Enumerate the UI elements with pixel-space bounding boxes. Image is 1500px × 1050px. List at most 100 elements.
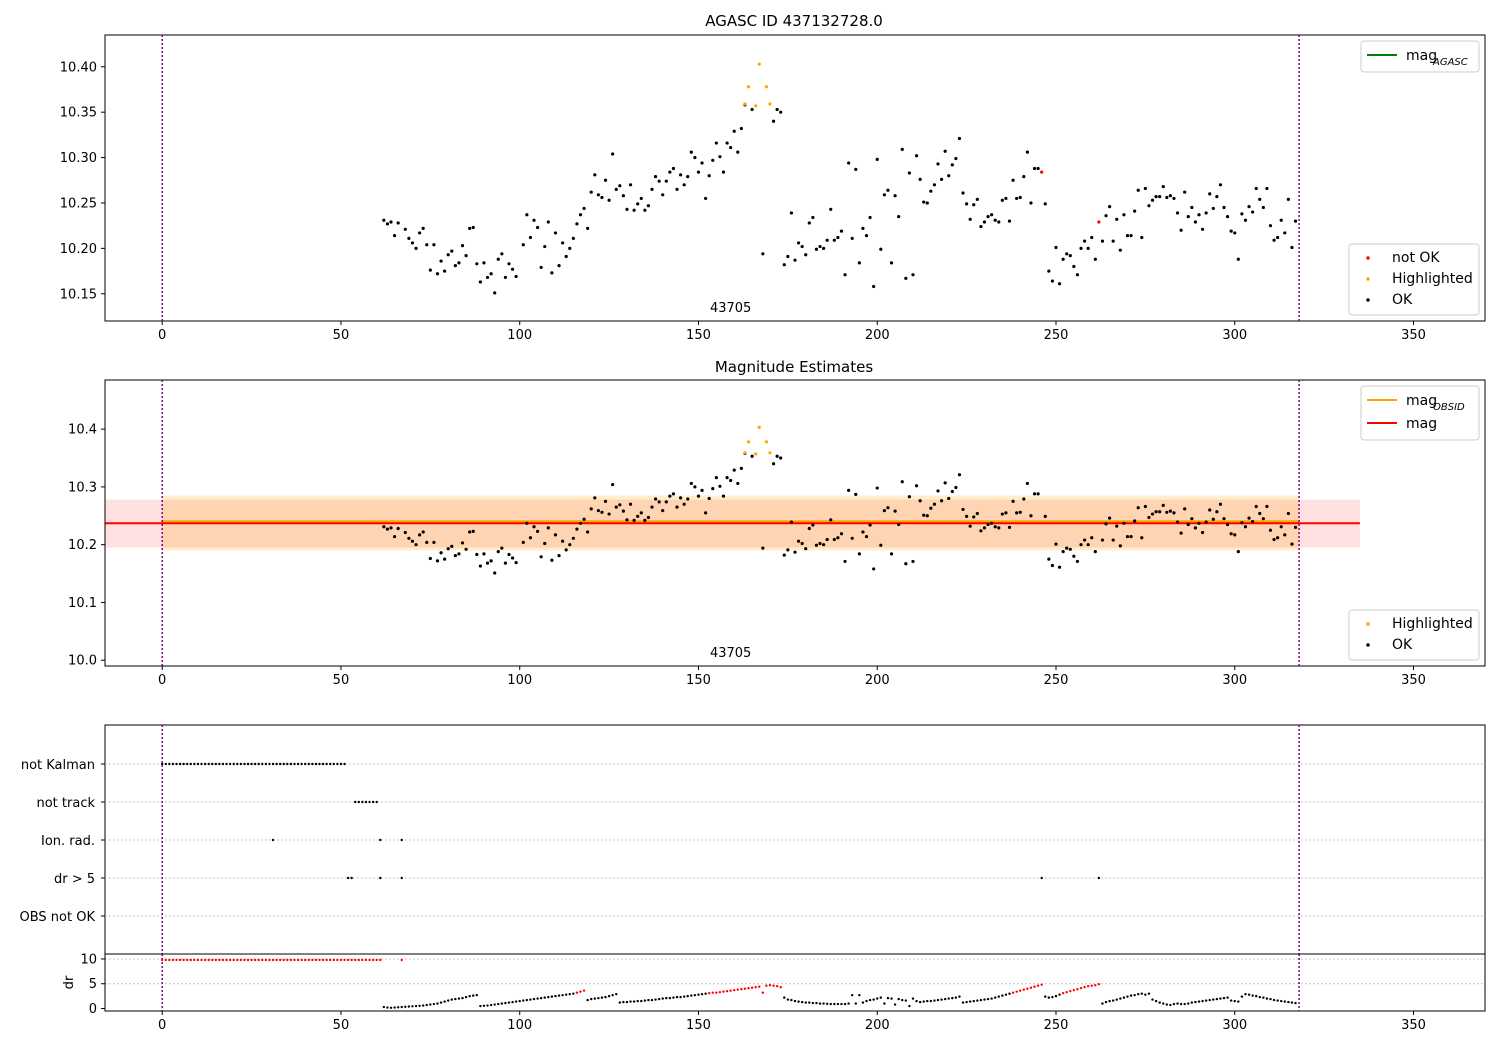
dr-point-clipped: [346, 958, 350, 962]
dr-point: [421, 1004, 425, 1007]
dr-point: [525, 998, 529, 1002]
data-point-ok: [1222, 517, 1226, 521]
x-tick-label: 50: [333, 673, 350, 688]
data-point-ok: [1022, 497, 1026, 501]
data-point-ok: [829, 518, 833, 522]
dr-point-clipped: [253, 958, 257, 962]
data-point-ok: [425, 540, 429, 544]
dr-point: [554, 994, 557, 998]
data-point-highlighted: [743, 451, 747, 455]
data-point-ok: [822, 246, 826, 250]
data-point-ok: [961, 191, 965, 195]
data-point-ok: [922, 513, 926, 517]
data-point-ok: [1165, 510, 1169, 514]
data-point-ok: [1161, 185, 1165, 189]
flag-point: [261, 762, 264, 766]
data-point-ok: [1082, 538, 1087, 542]
data-point-ok: [725, 476, 729, 480]
data-point-ok: [857, 261, 861, 265]
dr-point: [693, 993, 697, 997]
data-point-ok: [700, 161, 704, 165]
legend-point-label: Highlighted: [1392, 616, 1473, 632]
data-point-ok: [614, 505, 618, 509]
data-point-ok: [775, 454, 779, 458]
dr-point: [1269, 997, 1272, 1001]
dr-point: [472, 994, 475, 997]
data-point-highlighted: [746, 440, 751, 444]
dr-point: [665, 996, 668, 1000]
dr-point-clipped: [221, 958, 225, 962]
data-point-ok: [1200, 530, 1205, 535]
data-point-ok: [421, 226, 425, 230]
data-point-ok: [432, 243, 436, 247]
dr-point: [550, 995, 554, 998]
data-point-ok: [510, 267, 515, 271]
data-point-ok: [671, 166, 676, 171]
data-point-ok: [432, 540, 436, 544]
flag-point: [271, 762, 275, 766]
data-point-ok: [1258, 197, 1262, 201]
data-point-ok: [965, 202, 969, 206]
data-point-ok: [475, 552, 479, 557]
dr-point: [943, 997, 947, 1001]
dr-point: [990, 997, 993, 1000]
data-point-ok: [507, 262, 511, 266]
dr-point: [911, 997, 915, 1000]
data-point-ok: [618, 184, 622, 188]
data-point-ok: [886, 506, 890, 510]
dr-point: [396, 1006, 400, 1009]
flag-point: [203, 762, 207, 766]
data-point-ok: [693, 155, 697, 160]
data-point-ok: [961, 507, 965, 512]
data-point-ok: [972, 203, 976, 207]
data-point-ok: [968, 524, 972, 528]
dr-point: [450, 998, 453, 1001]
data-point-ok: [1015, 196, 1019, 201]
data-point-ok: [839, 229, 844, 233]
dr-point: [400, 1005, 403, 1009]
dr-point: [947, 997, 950, 1000]
data-point-ok: [1190, 205, 1194, 210]
flag-point: [350, 876, 353, 880]
data-point-ok: [593, 173, 597, 177]
data-point-ok: [693, 485, 697, 489]
data-point-ok: [997, 526, 1001, 530]
data-point-ok: [793, 550, 797, 554]
data-point-ok: [1268, 528, 1273, 532]
x-tick-label: 150: [686, 673, 711, 688]
data-point-ok: [435, 559, 440, 563]
dr-point: [690, 994, 693, 997]
flag-point: [364, 800, 368, 804]
data-point-ok: [1254, 186, 1258, 191]
data-point-ok: [936, 489, 940, 493]
flag-label: Ion. rad.: [41, 834, 95, 849]
dr-point: [1072, 988, 1076, 992]
data-point-ok: [982, 220, 987, 224]
data-point-ok: [421, 530, 425, 534]
data-point-ok: [1293, 525, 1298, 529]
dr-point-clipped: [311, 958, 314, 962]
dr-point: [722, 990, 725, 993]
data-point-ok: [900, 480, 904, 484]
dr-point: [407, 1005, 411, 1008]
x-tick-label: 250: [1044, 1018, 1069, 1033]
data-point-ok: [1072, 554, 1076, 558]
dr-point: [729, 989, 732, 992]
dr-point: [1036, 984, 1040, 987]
flag-point: [1097, 876, 1101, 880]
dr-point: [650, 998, 654, 1002]
data-point-ok: [485, 275, 490, 280]
dr-point: [1115, 998, 1118, 1001]
dr-point: [1244, 992, 1247, 996]
dr-point: [529, 998, 532, 1001]
data-point-ok: [832, 238, 836, 242]
data-point-ok: [1050, 279, 1055, 283]
legend-line-subscript: OBSID: [1433, 402, 1465, 413]
data-point-ok: [1251, 210, 1255, 214]
dr-point: [1197, 1000, 1201, 1003]
data-point-highlighted: [746, 85, 751, 89]
data-point-ok: [478, 564, 482, 568]
data-point-ok: [689, 150, 693, 154]
data-point-ok: [825, 238, 829, 242]
dr-point: [1044, 995, 1047, 998]
